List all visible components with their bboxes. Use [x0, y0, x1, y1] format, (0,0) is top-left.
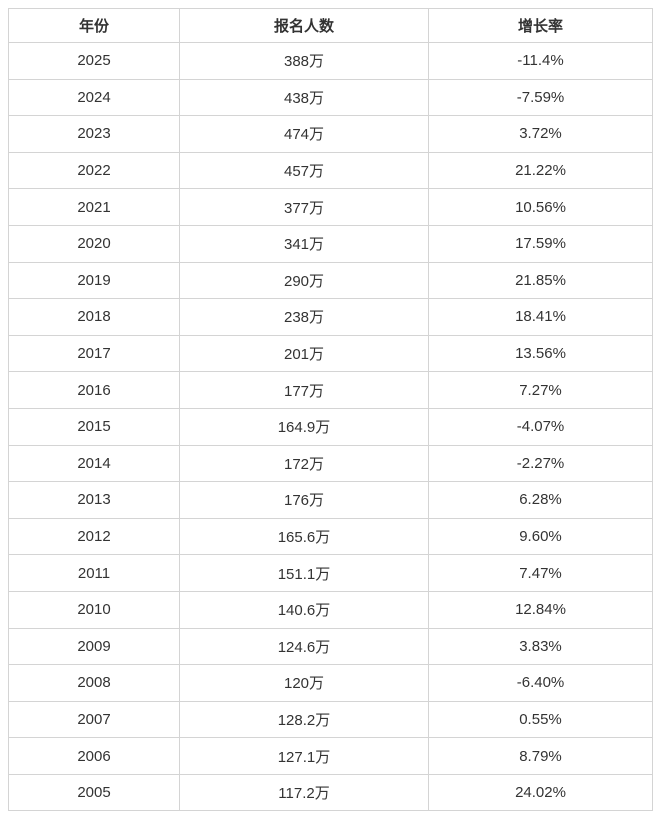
table-row: 2016 177万 7.27%	[8, 371, 653, 409]
year-cell: 2021	[8, 188, 180, 226]
table-row: 2017 201万 13.56%	[8, 334, 653, 373]
table-row: 2007 128.2万 0.55%	[8, 700, 653, 739]
applicants-cell: 165.6万	[179, 517, 429, 556]
applicants-cell: 341万	[179, 224, 429, 263]
year-cell: 2015	[8, 407, 180, 446]
growth-cell: 3.72%	[428, 115, 653, 153]
year-cell: 2018	[8, 298, 180, 336]
table-row: 2022 457万 21.22%	[8, 151, 653, 190]
year-cell: 2023	[8, 115, 180, 153]
year-cell: 2006	[8, 737, 180, 775]
year-cell: 2005	[8, 773, 180, 812]
year-cell: 2019	[8, 261, 180, 300]
table-row: 2011 151.1万 7.47%	[8, 554, 653, 592]
table-row: 2019 290万 21.85%	[8, 261, 653, 300]
year-cell: 2014	[8, 444, 180, 483]
applicants-cell: 290万	[179, 261, 429, 300]
year-cell: 2022	[8, 151, 180, 190]
applicants-cell: 474万	[179, 115, 429, 153]
growth-cell: 8.79%	[428, 737, 653, 775]
year-cell: 2020	[8, 224, 180, 263]
table-row: 2008 120万 -6.40%	[8, 664, 653, 702]
table-row: 2012 165.6万 9.60%	[8, 517, 653, 556]
table-row: 2006 127.1万 8.79%	[8, 737, 653, 775]
table-row: 2018 238万 18.41%	[8, 298, 653, 336]
applicants-cell: 164.9万	[179, 407, 429, 446]
growth-cell: 9.60%	[428, 517, 653, 556]
year-cell: 2012	[8, 517, 180, 556]
year-cell: 2009	[8, 627, 180, 666]
year-cell: 2016	[8, 371, 180, 409]
table-row: 2024 438万 -7.59%	[8, 78, 653, 117]
applicants-cell: 238万	[179, 298, 429, 336]
applicants-cell: 127.1万	[179, 737, 429, 775]
year-cell: 2013	[8, 481, 180, 519]
applicants-cell: 176万	[179, 481, 429, 519]
growth-cell: 7.27%	[428, 371, 653, 409]
growth-cell: 12.84%	[428, 590, 653, 629]
applicants-cell: 128.2万	[179, 700, 429, 739]
year-cell: 2024	[8, 78, 180, 117]
table-row: 2010 140.6万 12.84%	[8, 590, 653, 629]
table-row: 2013 176万 6.28%	[8, 481, 653, 519]
table-header-row: 年份 报名人数 增长率	[8, 8, 653, 43]
year-cell: 2010	[8, 590, 180, 629]
growth-cell: 0.55%	[428, 700, 653, 739]
growth-cell: 6.28%	[428, 481, 653, 519]
applicants-cell: 140.6万	[179, 590, 429, 629]
table-row: 2020 341万 17.59%	[8, 224, 653, 263]
header-applicants: 报名人数	[179, 8, 429, 43]
table-row: 2009 124.6万 3.83%	[8, 627, 653, 666]
growth-cell: -4.07%	[428, 407, 653, 446]
year-cell: 2007	[8, 700, 180, 739]
year-cell: 2017	[8, 334, 180, 373]
table-body: 2025 388万 -11.4% 2024 438万 -7.59% 2023 474万 3.72…	[8, 42, 653, 812]
applicants-cell: 177万	[179, 371, 429, 409]
applicants-cell: 388万	[179, 42, 429, 80]
applicants-cell: 124.6万	[179, 627, 429, 666]
header-year: 年份	[8, 8, 180, 43]
table-row: 2025 388万 -11.4%	[8, 42, 653, 80]
growth-cell: -11.4%	[428, 42, 653, 80]
applicants-cell: 172万	[179, 444, 429, 483]
growth-cell: 3.83%	[428, 627, 653, 666]
growth-cell: -7.59%	[428, 78, 653, 117]
table-row: 2015 164.9万 -4.07%	[8, 407, 653, 446]
applicants-cell: 201万	[179, 334, 429, 373]
year-cell: 2025	[8, 42, 180, 80]
table-row: 2021 377万 10.56%	[8, 188, 653, 226]
applicants-cell: 457万	[179, 151, 429, 190]
enrollment-table: 年份 报名人数 增长率 2025 388万 -11.4% 2024 438万 -7.59%…	[8, 8, 653, 812]
growth-cell: -2.27%	[428, 444, 653, 483]
growth-cell: 17.59%	[428, 224, 653, 263]
growth-cell: 21.22%	[428, 151, 653, 190]
applicants-cell: 438万	[179, 78, 429, 117]
growth-cell: 7.47%	[428, 554, 653, 592]
year-cell: 2008	[8, 664, 180, 702]
growth-cell: 10.56%	[428, 188, 653, 226]
year-cell: 2011	[8, 554, 180, 592]
growth-cell: 18.41%	[428, 298, 653, 336]
applicants-cell: 117.2万	[179, 773, 429, 812]
table-row: 2014 172万 -2.27%	[8, 444, 653, 483]
applicants-cell: 120万	[179, 664, 429, 702]
growth-cell: 24.02%	[428, 773, 653, 812]
table-row: 2005 117.2万 24.02%	[8, 773, 653, 812]
applicants-cell: 151.1万	[179, 554, 429, 592]
table-row: 2023 474万 3.72%	[8, 115, 653, 153]
applicants-cell: 377万	[179, 188, 429, 226]
growth-cell: 21.85%	[428, 261, 653, 300]
growth-cell: -6.40%	[428, 664, 653, 702]
header-growth-rate: 增长率	[428, 8, 653, 43]
growth-cell: 13.56%	[428, 334, 653, 373]
